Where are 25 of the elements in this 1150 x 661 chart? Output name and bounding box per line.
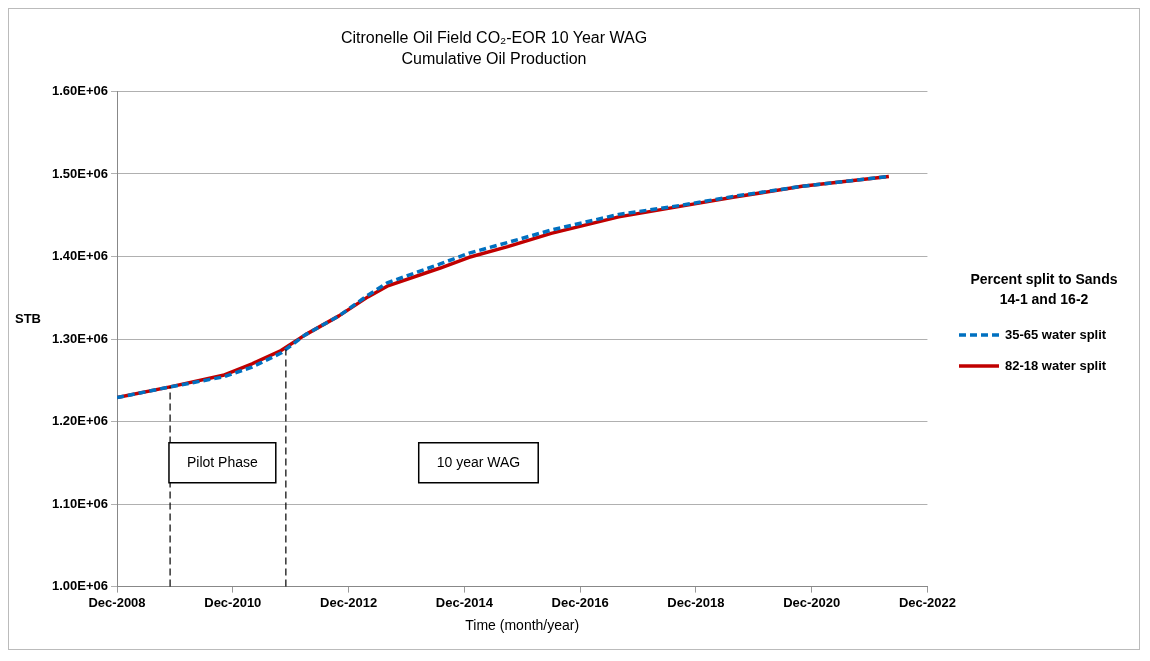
legend-title: Percent split to Sands 14-1 and 16-2 [969,270,1119,309]
y-tick-label: 1.20E+06 [51,413,109,429]
x-axis-title: Time (month/year) [465,617,580,634]
chart-title: Citronelle Oil Field CO₂-EOR 10 Year WAG [340,29,648,47]
y-tick-label: 1.00E+06 [51,578,109,594]
x-tick-label: Dec-2008 [88,594,146,610]
annotation: 10 year WAG [436,453,521,470]
chart-subtitle: Cumulative Oil Production [401,50,587,68]
x-tick-label: Dec-2022 [898,594,957,610]
x-tick-label: Dec-2018 [667,594,725,610]
y-tick-label: 1.40E+06 [51,248,109,264]
y-tick-label: 1.50E+06 [51,165,109,181]
line-series [117,174,891,400]
annotation: Pilot Phase [186,453,258,470]
y-tick-label: 1.10E+06 [51,495,109,511]
y-tick-label: 1.60E+06 [51,82,109,98]
legend-label: 82-18 water split [1005,358,1107,373]
y-axis-title: STB [15,311,41,326]
x-tick-label: Dec-2016 [551,594,609,610]
x-tick-label: Dec-2020 [783,594,841,610]
x-tick-label: Dec-2012 [320,594,378,610]
y-tick-label: 1.30E+06 [51,330,109,346]
legend-label: 35-65 water split [1005,327,1107,342]
x-tick-label: Dec-2014 [435,594,494,610]
x-tick-label: Dec-2010 [204,594,262,610]
